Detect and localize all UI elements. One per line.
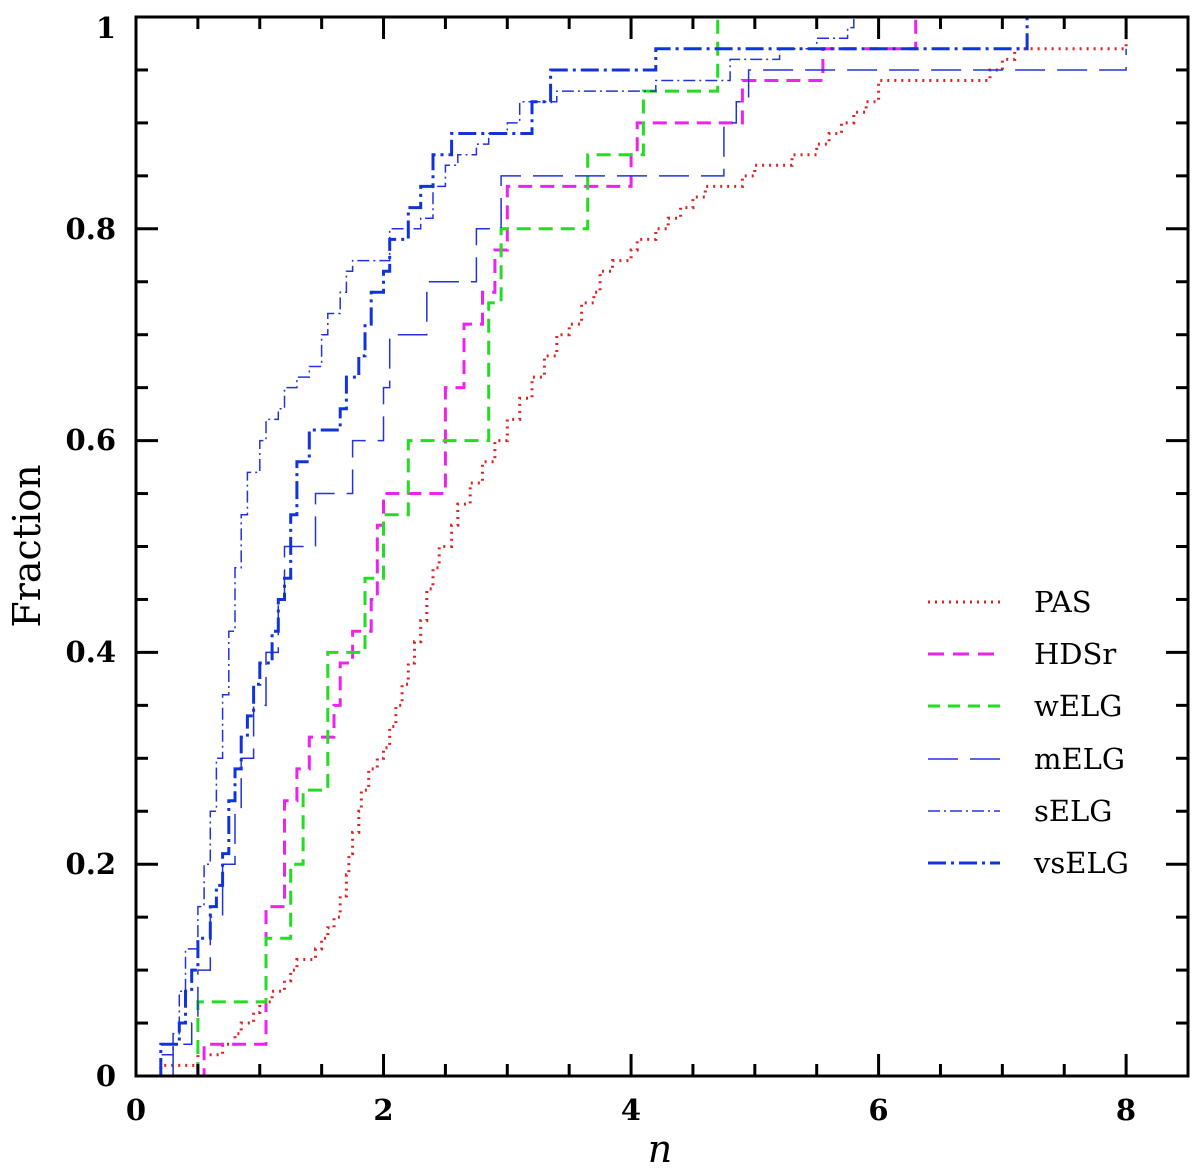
legend: PAS HDSr wELG mELG sELG vsELG — [928, 585, 1129, 880]
series-layer — [159, 17, 1128, 1078]
x-tick-label: 2 — [373, 1093, 393, 1127]
series-line-hdsr — [197, 17, 918, 1078]
y-tick-label: 0 — [96, 1059, 116, 1093]
series-line-melg — [172, 48, 1127, 1076]
y-tick-label: 1 — [96, 11, 116, 45]
series-line-selg — [160, 17, 855, 1076]
y-tick-labels: 0 0.2 0.4 0.6 0.8 1 — [66, 11, 116, 1093]
legend-label-melg: mELG — [1034, 742, 1125, 776]
y-tick-label: 0.6 — [66, 423, 116, 457]
x-tick-label: 4 — [621, 1093, 641, 1127]
series-line-vselg — [159, 17, 1029, 1076]
x-tick-label: 6 — [868, 1093, 888, 1127]
legend-label-pas: PAS — [1034, 585, 1092, 619]
y-axis-title: Fraction — [5, 464, 49, 627]
x-axis-title: n — [648, 1127, 672, 1168]
x-tick-label: 0 — [126, 1093, 146, 1127]
y-tick-label: 0.4 — [66, 635, 116, 669]
x-tick-label: 8 — [1116, 1093, 1136, 1127]
series-line-welg — [196, 17, 720, 1076]
legend-label-hdsr: HDSr — [1034, 637, 1116, 671]
x-tick-labels: 0 2 4 6 8 — [126, 1093, 1136, 1127]
legend-label-vselg: vsELG — [1033, 846, 1129, 880]
y-tick-label: 0.2 — [66, 847, 116, 881]
tick-marks — [134, 15, 1190, 1078]
legend-label-welg: wELG — [1034, 689, 1122, 723]
y-tick-label: 0.8 — [66, 212, 116, 246]
series-line-pas — [159, 38, 1128, 1076]
legend-label-selg: sELG — [1034, 794, 1112, 828]
